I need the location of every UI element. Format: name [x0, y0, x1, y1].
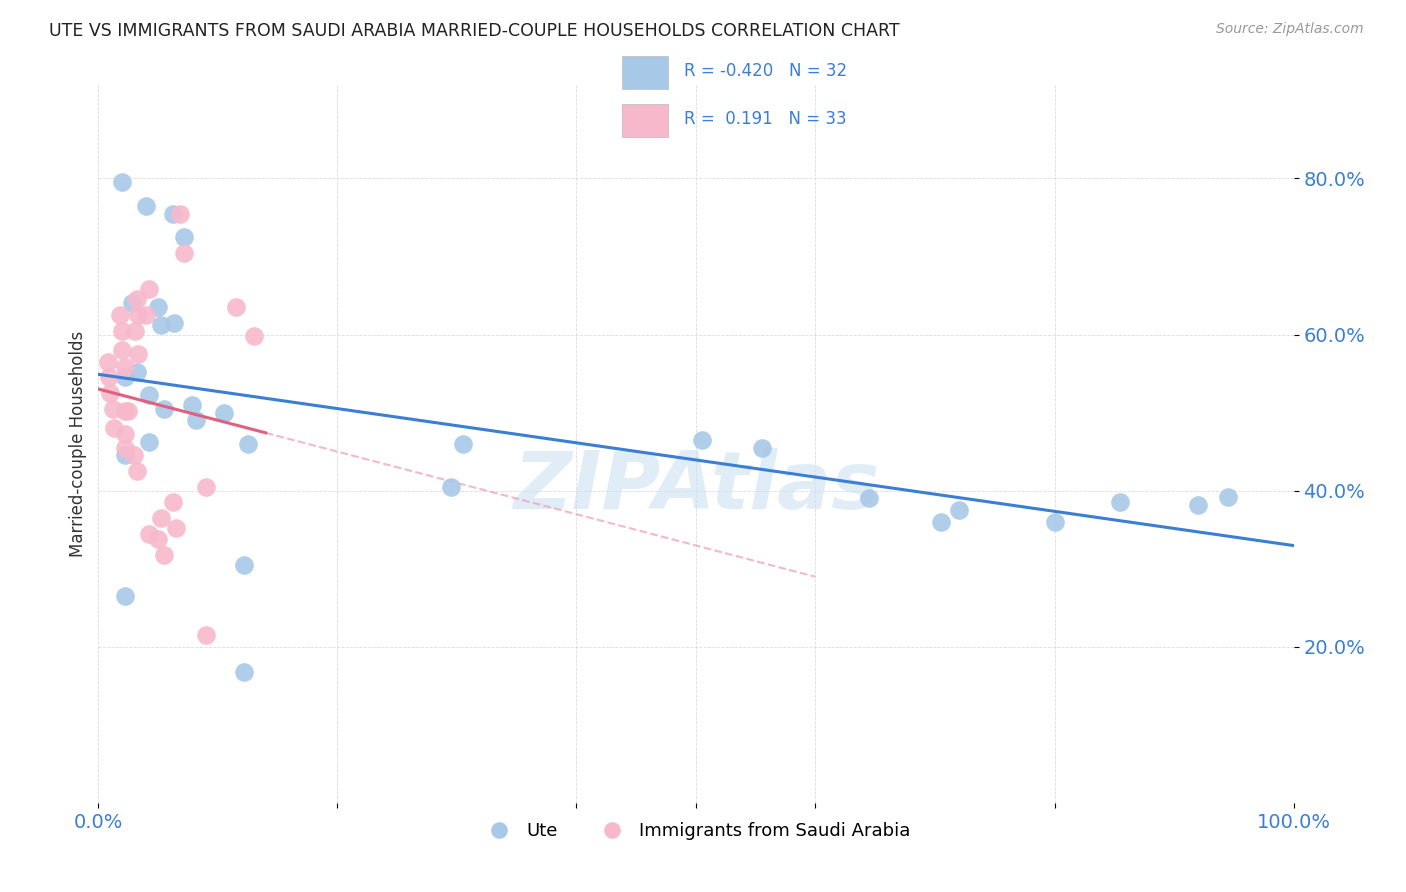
Point [233, 665, 256, 679]
Point [173, 230, 195, 244]
Point [1109, 495, 1132, 509]
Point [125, 464, 148, 478]
Point [114, 427, 136, 442]
Point [103, 421, 125, 435]
Point [124, 324, 146, 338]
Point [212, 405, 235, 420]
Point [117, 404, 139, 418]
Point [233, 558, 256, 572]
Point [124, 449, 146, 463]
Point [135, 308, 157, 322]
Legend: Ute, Immigrants from Saudi Arabia: Ute, Immigrants from Saudi Arabia [474, 815, 918, 847]
FancyBboxPatch shape [621, 56, 668, 88]
Point [111, 343, 134, 358]
Point [948, 503, 970, 517]
Point [114, 404, 136, 418]
Point [1187, 498, 1209, 512]
Point [225, 300, 247, 314]
FancyBboxPatch shape [621, 104, 668, 137]
Point [138, 388, 160, 402]
Point [114, 360, 136, 375]
Point [195, 628, 218, 642]
Point [114, 441, 136, 455]
Point [114, 589, 136, 603]
Point [98, 386, 122, 401]
Text: ZIPAtlas: ZIPAtlas [513, 448, 879, 526]
Point [111, 175, 134, 189]
Point [135, 199, 157, 213]
Point [180, 398, 202, 412]
Text: UTE VS IMMIGRANTS FROM SAUDI ARABIA MARRIED-COUPLE HOUSEHOLDS CORRELATION CHART: UTE VS IMMIGRANTS FROM SAUDI ARABIA MARR… [49, 22, 900, 40]
Point [153, 548, 176, 562]
Point [111, 324, 134, 338]
Point [148, 532, 170, 546]
Point [138, 282, 160, 296]
Point [138, 526, 160, 541]
Point [108, 308, 131, 322]
Point [858, 491, 880, 506]
Point [114, 370, 136, 384]
Point [690, 433, 713, 447]
Text: Source: ZipAtlas.com: Source: ZipAtlas.com [1216, 22, 1364, 37]
Point [153, 401, 176, 416]
Point [98, 370, 121, 384]
Y-axis label: Married-couple Households: Married-couple Households [69, 331, 87, 557]
Point [440, 480, 463, 494]
Point [101, 401, 124, 416]
Point [121, 296, 143, 310]
Point [243, 329, 266, 343]
Point [929, 515, 952, 529]
Point [1043, 515, 1066, 529]
Point [127, 347, 149, 361]
Point [125, 293, 148, 307]
Point [114, 449, 136, 463]
Point [162, 495, 184, 509]
Point [173, 245, 195, 260]
Point [163, 316, 186, 330]
Point [97, 355, 120, 369]
Point [169, 206, 191, 220]
Point [149, 511, 172, 525]
Point [186, 413, 208, 427]
Point [125, 365, 148, 379]
Text: R = -0.420   N = 32: R = -0.420 N = 32 [685, 62, 848, 80]
Point [127, 308, 149, 322]
Point [162, 206, 184, 220]
Point [149, 318, 172, 333]
Text: R =  0.191   N = 33: R = 0.191 N = 33 [685, 111, 846, 128]
Point [138, 435, 160, 450]
Point [236, 436, 259, 450]
Point [195, 480, 218, 494]
Point [751, 441, 773, 455]
Point [148, 300, 170, 314]
Point [165, 521, 187, 535]
Point [451, 436, 474, 450]
Point [1216, 490, 1239, 504]
